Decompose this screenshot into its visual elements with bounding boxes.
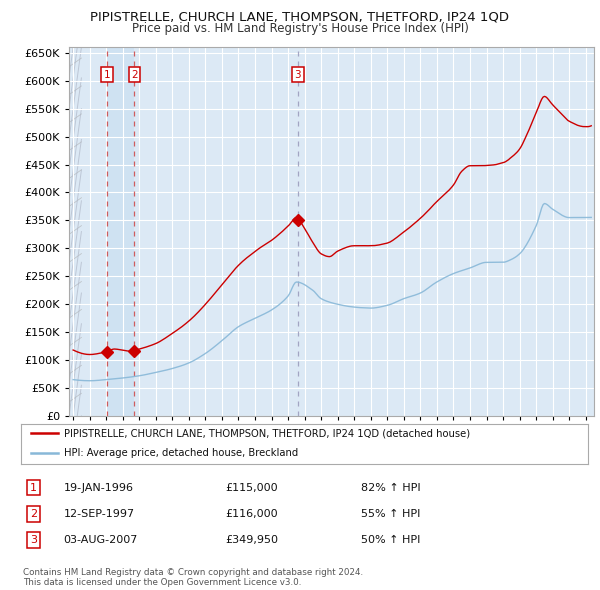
- Text: 2: 2: [30, 509, 37, 519]
- Text: 1: 1: [30, 483, 37, 493]
- Text: 82% ↑ HPI: 82% ↑ HPI: [361, 483, 421, 493]
- Text: 2: 2: [131, 70, 138, 80]
- Text: 12-SEP-1997: 12-SEP-1997: [64, 509, 134, 519]
- Text: £349,950: £349,950: [225, 535, 278, 545]
- Text: 3: 3: [30, 535, 37, 545]
- Text: 19-JAN-1996: 19-JAN-1996: [64, 483, 134, 493]
- Text: HPI: Average price, detached house, Breckland: HPI: Average price, detached house, Brec…: [64, 448, 298, 458]
- Text: £115,000: £115,000: [225, 483, 278, 493]
- Text: 50% ↑ HPI: 50% ↑ HPI: [361, 535, 421, 545]
- Text: PIPISTRELLE, CHURCH LANE, THOMPSON, THETFORD, IP24 1QD (detached house): PIPISTRELLE, CHURCH LANE, THOMPSON, THET…: [64, 428, 470, 438]
- Text: Contains HM Land Registry data © Crown copyright and database right 2024.
This d: Contains HM Land Registry data © Crown c…: [23, 568, 363, 587]
- Bar: [107, 47, 134, 416]
- Text: 55% ↑ HPI: 55% ↑ HPI: [361, 509, 421, 519]
- Text: 03-AUG-2007: 03-AUG-2007: [64, 535, 138, 545]
- Text: £116,000: £116,000: [225, 509, 278, 519]
- Text: 3: 3: [295, 70, 301, 80]
- Text: Price paid vs. HM Land Registry's House Price Index (HPI): Price paid vs. HM Land Registry's House …: [131, 22, 469, 35]
- Text: 1: 1: [104, 70, 110, 80]
- Text: PIPISTRELLE, CHURCH LANE, THOMPSON, THETFORD, IP24 1QD: PIPISTRELLE, CHURCH LANE, THOMPSON, THET…: [91, 11, 509, 24]
